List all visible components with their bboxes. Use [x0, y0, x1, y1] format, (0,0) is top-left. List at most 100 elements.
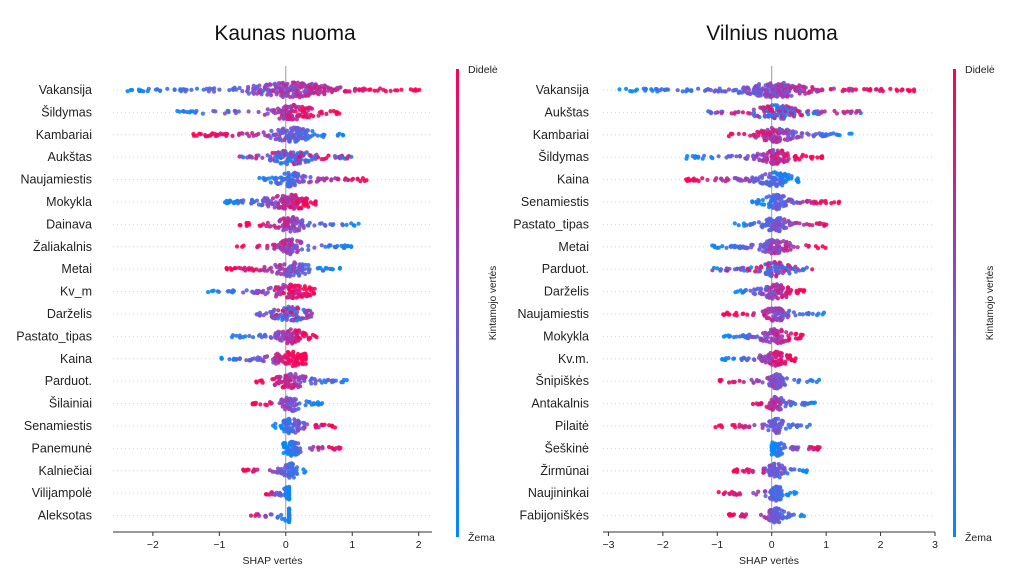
shap-point — [617, 87, 622, 92]
shap-point — [125, 89, 130, 94]
shap-point — [313, 378, 318, 383]
shap-point — [278, 374, 283, 380]
feature-dots — [175, 102, 342, 122]
shap-point — [797, 287, 802, 292]
shap-point — [283, 488, 288, 493]
shap-point — [745, 312, 750, 317]
shap-point — [301, 223, 306, 229]
shap-point — [780, 466, 785, 471]
shap-point — [267, 266, 272, 272]
shap-point — [789, 174, 794, 179]
shap-point — [278, 271, 283, 277]
feature-label: Kaina — [60, 352, 92, 366]
shap-point — [271, 88, 276, 93]
feature-label: Naujininkai — [528, 486, 589, 500]
feature-dots — [229, 327, 319, 346]
shap-point — [742, 131, 747, 137]
shap-point — [759, 224, 764, 229]
shap-point — [231, 87, 236, 92]
shap-point — [848, 111, 853, 116]
shap-point — [314, 179, 319, 184]
shap-point — [269, 490, 274, 495]
shap-point — [753, 269, 758, 274]
shap-point — [750, 176, 755, 181]
shap-point — [281, 492, 286, 497]
shap-point — [247, 333, 252, 339]
feature-label: Žirmūnai — [540, 463, 589, 478]
shap-point — [271, 201, 276, 206]
shap-point — [272, 242, 277, 247]
shap-point — [194, 86, 200, 91]
shap-point — [755, 177, 761, 182]
shap-point — [408, 87, 413, 92]
shap-point — [360, 88, 365, 93]
shap-point — [230, 289, 235, 294]
shap-point — [268, 285, 273, 290]
shap-point — [736, 131, 741, 136]
feature-label: Parduot. — [542, 262, 589, 276]
shap-point — [712, 89, 717, 94]
shap-point — [687, 178, 692, 183]
shap-point — [757, 266, 763, 271]
shap-point — [288, 205, 293, 210]
feature-label: Mokykla — [543, 329, 589, 343]
shap-point — [307, 85, 313, 90]
shap-point — [799, 512, 804, 517]
shap-point — [272, 223, 277, 228]
shap-point — [732, 423, 737, 428]
shap-point — [366, 87, 372, 92]
shap-point — [290, 467, 295, 472]
shap-point — [771, 359, 777, 364]
shap-point — [709, 155, 714, 160]
shap-point — [767, 466, 773, 471]
shap-point — [287, 516, 292, 521]
shap-point — [786, 218, 791, 224]
shap-point — [286, 448, 291, 453]
shap-point — [291, 116, 296, 121]
shap-point — [273, 361, 278, 366]
shap-point — [783, 129, 788, 134]
shap-point — [779, 294, 785, 300]
shap-point — [288, 248, 294, 254]
shap-point — [280, 334, 285, 339]
feature-label: Senamiestis — [521, 195, 589, 209]
shap-point — [675, 88, 680, 93]
shap-point — [739, 513, 744, 518]
shap-point — [288, 158, 293, 163]
shap-point — [224, 132, 229, 137]
shap-point — [743, 176, 749, 181]
shap-point — [241, 243, 246, 248]
shap-point — [912, 89, 917, 94]
shap-point — [237, 356, 242, 362]
shap-point — [265, 246, 270, 251]
shap-point — [309, 288, 314, 293]
shap-point — [741, 379, 746, 385]
shap-point — [235, 198, 240, 203]
shap-point — [256, 202, 262, 207]
shap-point — [202, 132, 208, 138]
shap-point — [191, 133, 197, 138]
shap-point — [779, 471, 784, 477]
shap-point — [752, 287, 757, 292]
feature-dots — [732, 216, 829, 234]
shap-point — [308, 105, 313, 110]
shap-point — [771, 314, 776, 319]
shap-point — [824, 201, 829, 206]
shap-point — [254, 84, 260, 89]
shap-point — [770, 509, 775, 514]
shap-point — [806, 108, 811, 114]
shap-point — [763, 245, 769, 250]
shap-point — [773, 486, 778, 491]
shap-point — [277, 314, 282, 319]
shap-point — [789, 467, 794, 472]
shap-point — [796, 179, 801, 184]
shap-point — [772, 264, 777, 269]
shap-point — [776, 397, 781, 402]
shap-point — [303, 353, 308, 358]
shap-point — [793, 154, 798, 160]
shap-point — [791, 201, 796, 206]
shap-point — [689, 88, 694, 93]
shap-point — [281, 200, 286, 205]
feature-label: Kv_m — [60, 285, 92, 299]
shap-point — [272, 82, 277, 87]
